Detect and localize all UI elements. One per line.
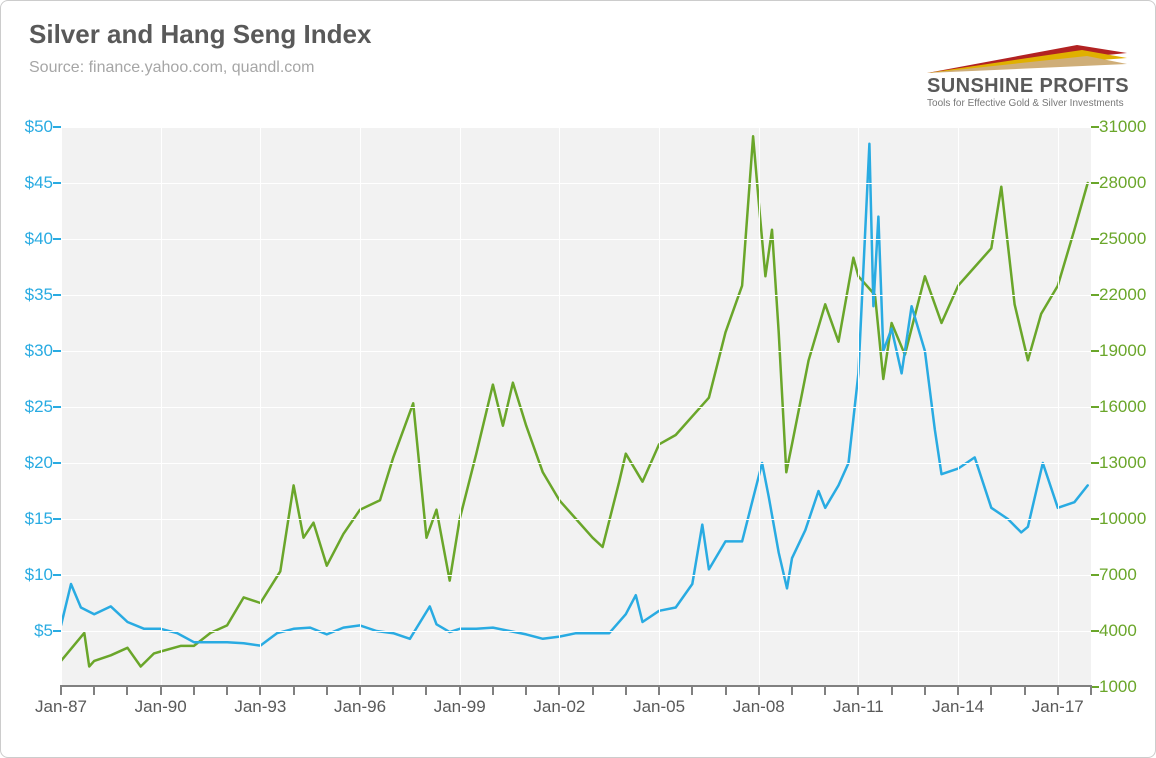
x-label: Jan-02 bbox=[533, 697, 585, 717]
sunburst-icon bbox=[927, 39, 1127, 73]
y-left-label: $25 bbox=[25, 397, 53, 417]
x-label: Jan-11 bbox=[833, 697, 884, 717]
y-right-label: 1000 bbox=[1099, 677, 1137, 697]
y-left-label: $10 bbox=[25, 565, 53, 585]
y-right-label: 4000 bbox=[1099, 621, 1137, 641]
series-hang-seng bbox=[61, 136, 1088, 666]
series-silver bbox=[61, 144, 1088, 646]
x-label: Jan-96 bbox=[334, 697, 386, 717]
y-right-label: 31000 bbox=[1099, 117, 1146, 137]
brand-name: SUNSHINE PROFITS bbox=[927, 76, 1129, 96]
brand-tagline: Tools for Effective Gold & Silver Invest… bbox=[927, 98, 1129, 109]
y-left-label: $5 bbox=[34, 621, 53, 641]
x-label: Jan-99 bbox=[434, 697, 486, 717]
y-left-label: $35 bbox=[25, 285, 53, 305]
y-right-label: 7000 bbox=[1099, 565, 1137, 585]
brand-logo: SUNSHINE PROFITS Tools for Effective Gol… bbox=[927, 39, 1129, 109]
x-label: Jan-17 bbox=[1032, 697, 1084, 717]
y-right-label: 28000 bbox=[1099, 173, 1146, 193]
chart-subtitle: Source: finance.yahoo.com, quandl.com bbox=[29, 59, 315, 77]
y-right-label: 25000 bbox=[1099, 229, 1146, 249]
y-left-label: $30 bbox=[25, 341, 53, 361]
y-left-label: $45 bbox=[25, 173, 53, 193]
x-label: Jan-87 bbox=[35, 697, 87, 717]
x-label: Jan-14 bbox=[932, 697, 984, 717]
y-right-label: 13000 bbox=[1099, 453, 1146, 473]
y-left-label: $40 bbox=[25, 229, 53, 249]
x-label: Jan-90 bbox=[135, 697, 187, 717]
y-left-label: $20 bbox=[25, 453, 53, 473]
chart-title: Silver and Hang Seng Index bbox=[29, 19, 371, 50]
x-label: Jan-05 bbox=[633, 697, 685, 717]
y-right-label: 16000 bbox=[1099, 397, 1146, 417]
y-left-label: $15 bbox=[25, 509, 53, 529]
x-label: Jan-93 bbox=[234, 697, 286, 717]
chart-card: Silver and Hang Seng Index Source: finan… bbox=[0, 0, 1156, 758]
x-label: Jan-08 bbox=[733, 697, 785, 717]
y-right-label: 22000 bbox=[1099, 285, 1146, 305]
y-left-label: $50 bbox=[25, 117, 53, 137]
y-right-label: 10000 bbox=[1099, 509, 1146, 529]
y-right-label: 19000 bbox=[1099, 341, 1146, 361]
plot-area: $5$10$15$20$25$30$35$40$45$5010004000700… bbox=[61, 127, 1091, 687]
